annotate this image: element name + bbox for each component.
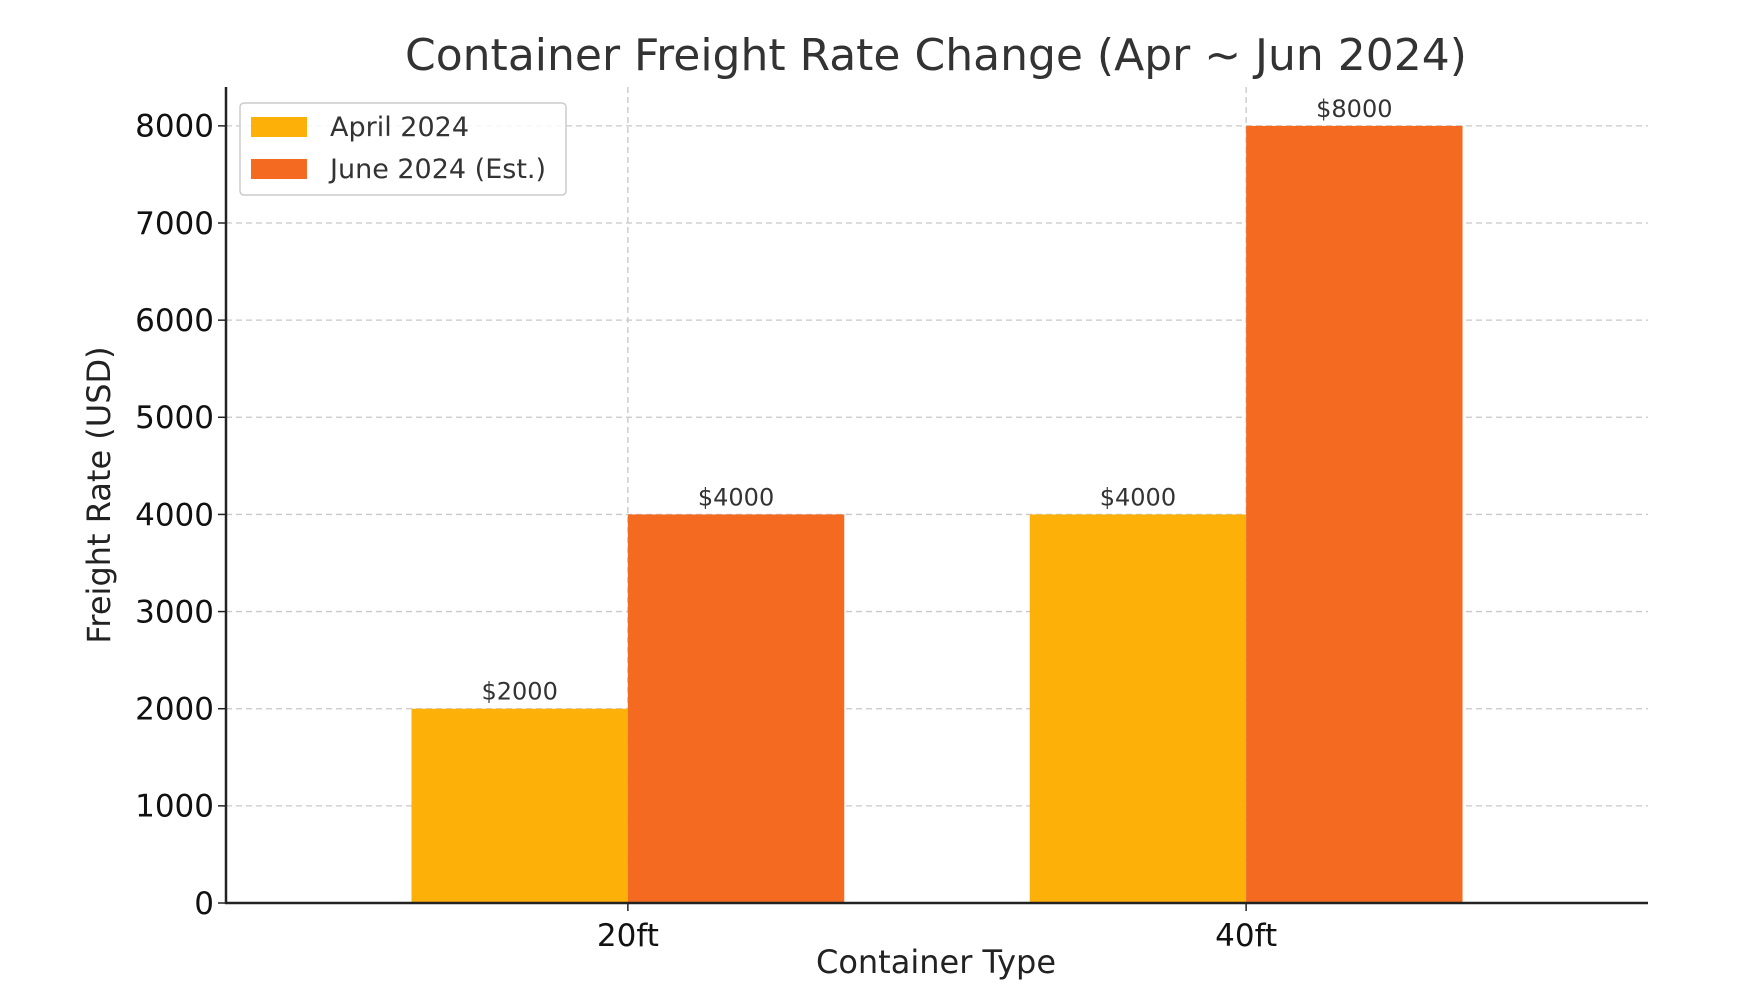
y-axis-label: Freight Rate (USD) [80, 346, 118, 643]
legend-swatch-april-2024 [251, 117, 307, 137]
data-labels: $2000 $4000 $4000 $8000 [481, 95, 1392, 706]
y-tick-label: 6000 [135, 303, 214, 339]
y-tick-label: 1000 [135, 789, 214, 825]
x-axis-label: Container Type [816, 943, 1056, 981]
y-axis-ticks: 0 1000 2000 3000 4000 5000 6000 7000 8000 [135, 109, 226, 922]
x-tick-label-40ft: 40ft [1215, 918, 1277, 954]
data-label-april-2024-40ft: $4000 [1100, 483, 1176, 511]
bar-june-2024-est-20ft [627, 514, 845, 903]
x-axis-ticks: 20ft 40ft [597, 903, 1277, 954]
y-tick-label: 2000 [135, 692, 214, 728]
bar-april-2024-40ft [1029, 514, 1247, 903]
data-label-june-2024-est-20ft: $4000 [698, 483, 774, 511]
data-label-april-2024-20ft: $2000 [481, 678, 557, 706]
bar-april-2024-20ft [411, 708, 628, 903]
legend: April 2024 June 2024 (Est.) [239, 102, 567, 196]
bar-june-2024-est-40ft [1246, 125, 1463, 904]
y-tick-label: 3000 [135, 594, 214, 630]
chart-title: Container Freight Rate Change (Apr ~ Jun… [405, 30, 1467, 81]
y-tick-label: 0 [194, 886, 214, 922]
y-tick-label: 4000 [135, 497, 214, 533]
legend-frame [239, 102, 567, 196]
data-label-june-2024-est-40ft: $8000 [1316, 95, 1392, 123]
legend-swatch-june-2024-est [251, 159, 307, 179]
legend-label-april-2024: April 2024 [330, 112, 469, 143]
y-tick-label: 5000 [135, 400, 214, 436]
y-tick-label: 8000 [135, 109, 214, 145]
legend-label-june-2024-est: June 2024 (Est.) [328, 154, 546, 185]
y-tick-label: 7000 [135, 206, 214, 242]
bars [411, 125, 1463, 904]
x-tick-label-20ft: 20ft [597, 918, 659, 954]
